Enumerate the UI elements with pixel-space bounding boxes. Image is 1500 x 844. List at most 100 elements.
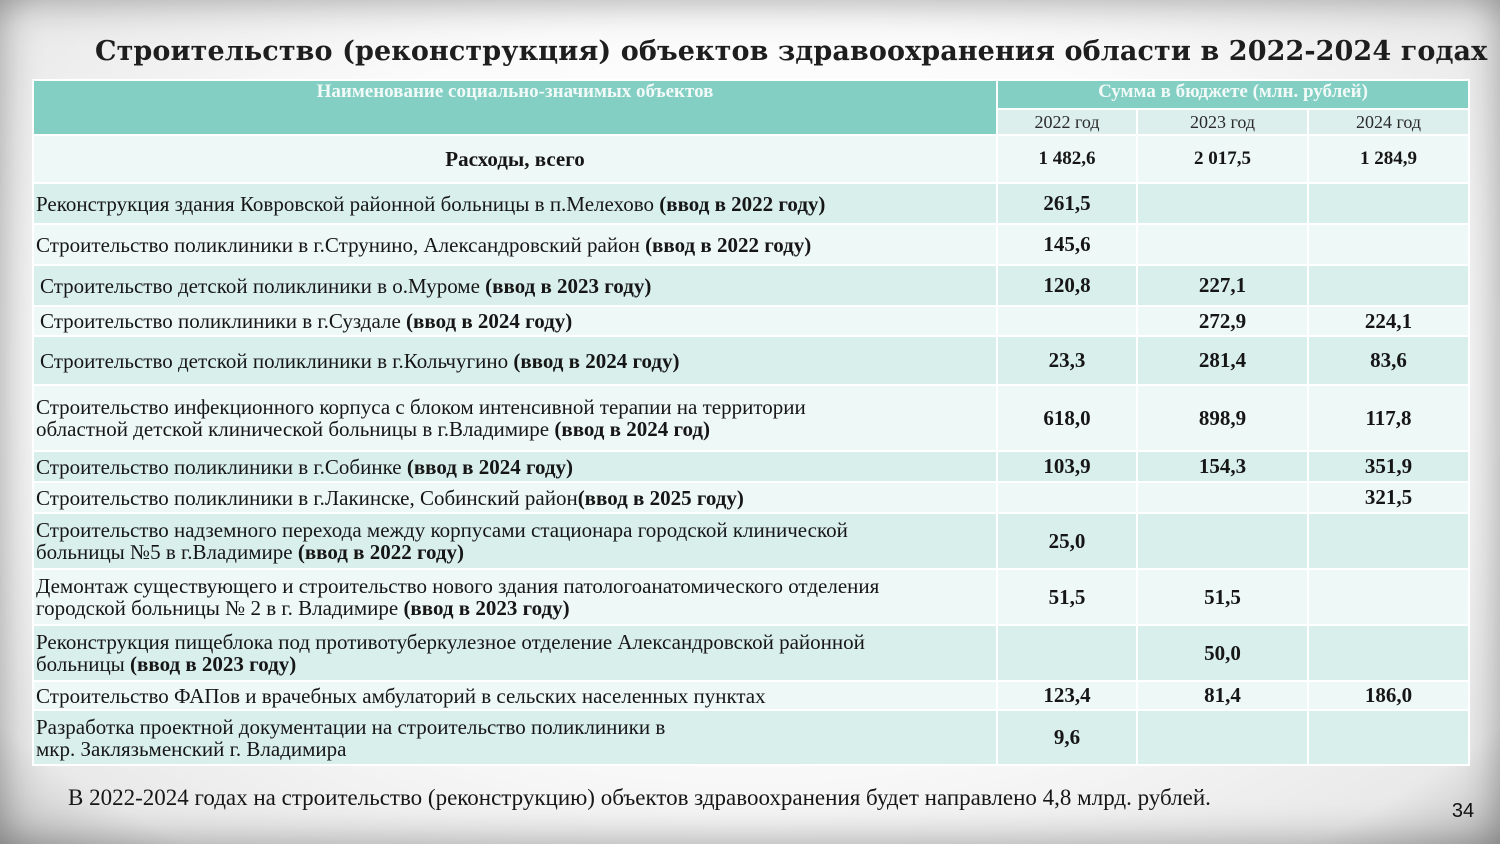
value-cell-2024 [1307,624,1470,682]
value-cell-2022: 145,6 [996,223,1138,266]
value-cell-2022: 618,0 [996,384,1138,452]
value-cell-2024 [1307,568,1470,626]
object-name-text: Реконструкция пищеблока под противотубер… [36,630,865,654]
value-cell-2023: 272,9 [1136,305,1309,337]
year-2024-header: 2024 год [1307,108,1470,136]
value-cell-2023 [1136,512,1309,570]
commissioning-note: (ввод в 2024 году) [406,454,573,479]
object-name-line: Строительство поликлиники в г.Лакинске, … [36,485,995,510]
value-cell-2024 [1307,182,1470,225]
value-cell-2024 [1307,512,1470,570]
object-name-line: мкр. Заклязьменский г. Владимира [36,736,995,761]
object-name-cell: Строительство поликлиники в г.Струнино, … [32,223,998,266]
object-name-text: городской больницы № 2 в г. Владимире [36,596,404,620]
value-cell-2024 [1307,264,1470,307]
value-cell-2022 [996,624,1138,682]
commissioning-note: (ввод в 2022 году) [297,540,464,564]
year-2022-header: 2022 год [996,108,1138,136]
object-name-cell: Строительство инфекционного корпуса с бл… [32,384,998,452]
object-name-text: Строительство поликлиники в г.Струнино, … [36,232,646,257]
value-cell-2023: 281,4 [1136,335,1309,386]
value-cell-2022: 25,0 [996,512,1138,570]
table-row: Разработка проектной документации на стр… [32,709,1470,766]
value-cell-2022 [996,305,1138,337]
object-name-line: Строительство поликлиники в г.Суздале (в… [40,310,995,332]
value-cell-2023: 51,5 [1136,568,1309,626]
object-name-line: Строительство надземного перехода между … [36,518,995,542]
table-row: Демонтаж существующего и строительство н… [32,568,1470,626]
object-name-text: Строительство детской поликлиники в г.Ко… [40,348,514,373]
object-name-line: областной детской клинической больницы в… [36,417,995,441]
commissioning-note: (ввод в 2025 году) [577,485,744,510]
table-row: Реконструкция здания Ковровской районной… [32,182,1470,225]
value-cell-2022: 103,9 [996,450,1138,483]
year-2023-header: 2023 год [1136,108,1309,136]
value-cell-2024: 351,9 [1307,450,1470,483]
object-name-line: Строительство детской поликлиники в о.Му… [40,273,995,298]
object-name-text: Строительство поликлиники в г.Лакинске, … [36,485,578,510]
commissioning-note: (ввод в 2023 году) [130,652,297,676]
object-name-line: городской больницы № 2 в г. Владимире (в… [36,596,995,620]
object-name-line: Строительство инфекционного корпуса с бл… [36,396,995,418]
value-cell-2022: 23,3 [996,335,1138,386]
budget-table-container: Наименование социально-значимых объектов… [32,79,1470,766]
object-name-cell: Строительство ФАПов и врачебных амбулато… [32,680,998,711]
table-row: Строительство поликлиники в г.Лакинске, … [32,481,1470,514]
value-cell-2023: 898,9 [1136,384,1309,452]
table-row: Строительство детской поликлиники в г.Ко… [32,335,1470,386]
object-name-text: мкр. Заклязьменский г. Владимира [36,736,347,761]
object-name-text: Разработка проектной документации на стр… [36,714,666,739]
table-row: Строительство инфекционного корпуса с бл… [32,384,1470,452]
commissioning-note: (ввод в 2024 год) [554,417,711,441]
table-row: Строительство детской поликлиники в о.Му… [32,264,1470,307]
object-name-text: областной детской клинической больницы в… [36,417,555,441]
value-cell-2022 [996,481,1138,514]
value-cell-2024 [1307,223,1470,266]
value-cell-2024: 224,1 [1307,305,1470,337]
table-row: Строительство ФАПов и врачебных амбулато… [32,680,1470,711]
table-row: Строительство поликлиники в г.Суздале (в… [32,305,1470,337]
value-cell-2023 [1136,709,1309,766]
commissioning-note: (ввод в 2023 году) [403,596,570,620]
object-name-text: Строительство надземного перехода между … [36,518,848,542]
table-row: Строительство надземного перехода между … [32,512,1470,570]
object-name-text: Реконструкция здания Ковровской районной… [36,191,660,216]
object-name-line: Строительство поликлиники в г.Струнино, … [36,232,995,257]
commissioning-note: (ввод в 2023 году) [485,273,652,298]
footnote: В 2022-2024 годах на строительство (реко… [68,785,1211,810]
object-name-cell: Строительство детской поликлиники в о.Му… [32,264,998,307]
object-name-text: Строительство детской поликлиники в о.Му… [40,273,486,298]
object-name-text: больницы №5 в г.Владимире [36,540,298,564]
table-row: Реконструкция пищеблока под противотубер… [32,624,1470,682]
object-name-cell: Строительство поликлиники в г.Суздале (в… [32,305,998,337]
value-cell-2023 [1136,182,1309,225]
value-cell-2024 [1307,709,1470,766]
object-name-text: больницы [36,652,131,676]
object-name-cell: Строительство поликлиники в г.Собинке (в… [32,450,998,483]
object-name-cell: Строительство надземного перехода между … [32,512,998,570]
value-cell-2022: 51,5 [996,568,1138,626]
object-name-text: Демонтаж существующего и строительство н… [36,574,880,598]
header-name-cell: Наименование социально-значимых объектов [32,79,998,136]
total-2023: 2 017,5 [1136,134,1309,184]
total-2022: 1 482,6 [996,134,1138,184]
object-name-line: больницы (ввод в 2023 году) [36,652,995,676]
table-row: Строительство поликлиники в г.Струнино, … [32,223,1470,266]
object-name-line: больницы №5 в г.Владимире (ввод в 2022 г… [36,540,995,564]
page-number: 34 [1451,800,1475,822]
object-name-text: Строительство поликлиники в г.Собинке [36,454,407,479]
commissioning-note: (ввод в 2022 году) [659,191,826,216]
table-row: Строительство поликлиники в г.Собинке (в… [32,450,1470,483]
object-name-line: Демонтаж существующего и строительство н… [36,574,995,598]
total-label: Расходы, всего [32,134,998,184]
object-name-cell: Реконструкция здания Ковровской районной… [32,182,998,225]
total-row: Расходы, всего 1 482,6 2 017,5 1 284,9 [32,134,1470,184]
header-budget-cell: Сумма в бюджете (млн. рублей) [996,79,1470,110]
object-name-cell: Строительство поликлиники в г.Лакинске, … [32,481,998,514]
value-cell-2023: 227,1 [1136,264,1309,307]
value-cell-2022: 261,5 [996,182,1138,225]
object-name-line: Строительство ФАПов и врачебных амбулато… [36,685,995,707]
value-cell-2022: 9,6 [996,709,1138,766]
value-cell-2023: 154,3 [1136,450,1309,483]
